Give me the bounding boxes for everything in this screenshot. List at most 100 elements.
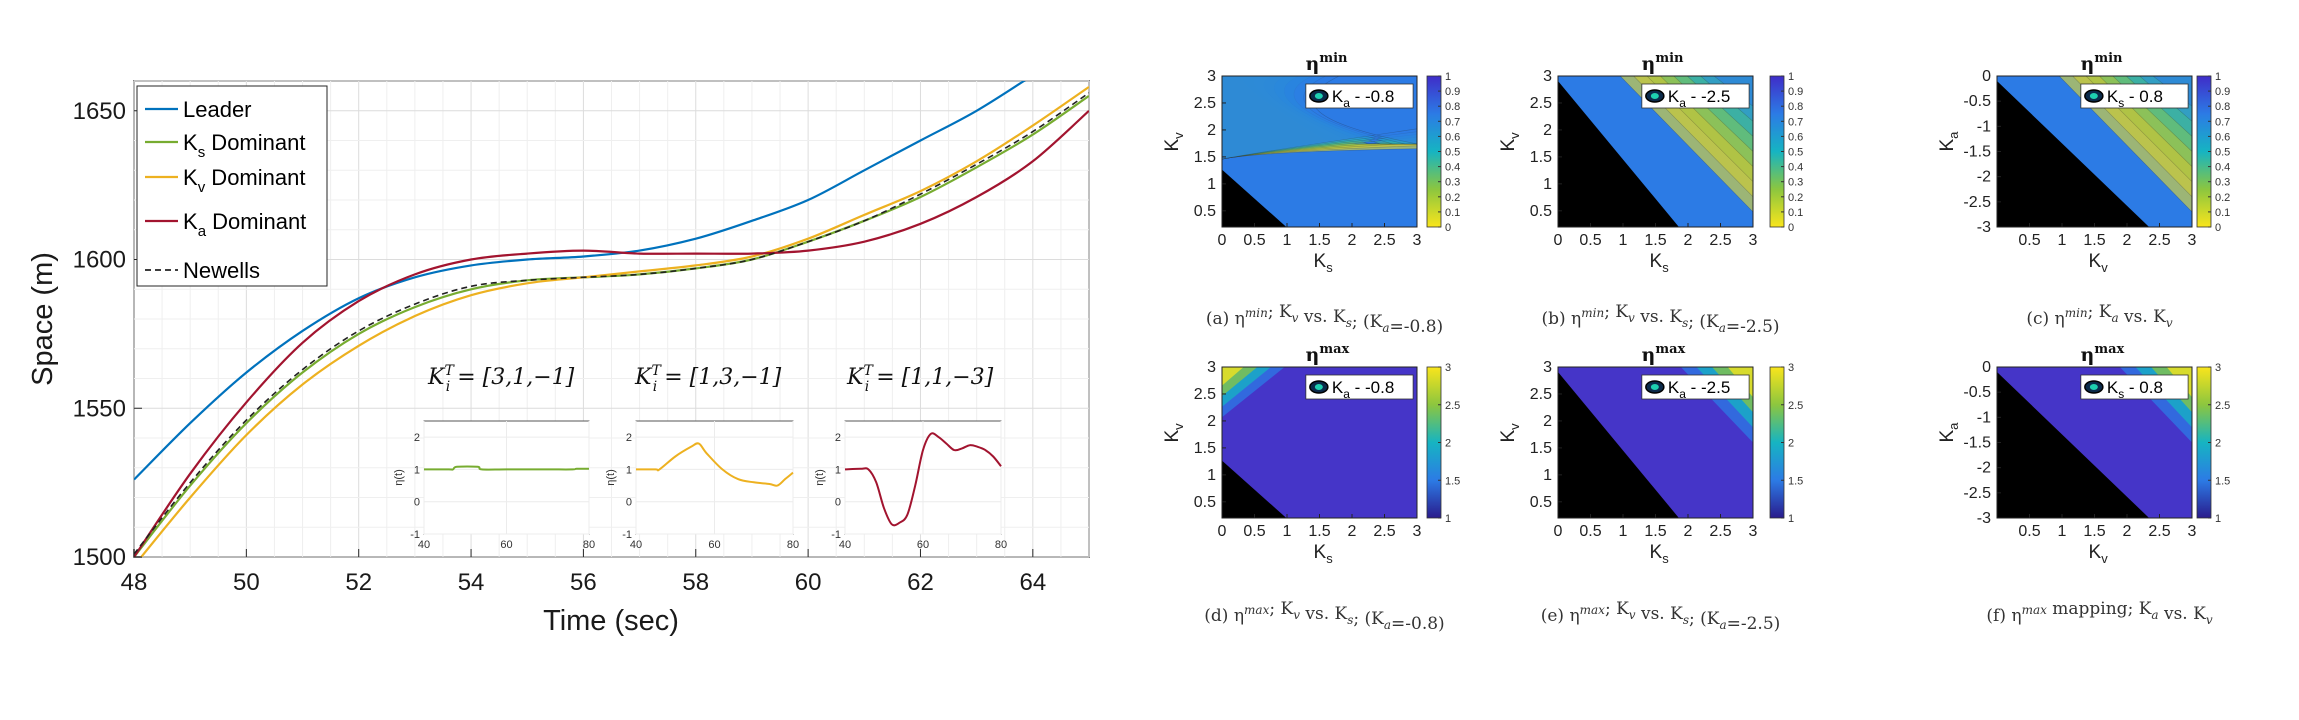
- contour-band: [1222, 367, 1244, 386]
- main-series-group: [134, 81, 1089, 557]
- colorbar-tick-label: 1: [1445, 513, 1451, 525]
- inset-y-tick-label: -1: [622, 529, 632, 541]
- inset-chart-3: 40 60 80 -1 0 1 2 η(t) KT i = [1,1,−3]: [814, 363, 1007, 551]
- heatmap-y-tick-label: 0.5: [1530, 494, 1552, 511]
- colorbar-tick-label: 0.9: [2215, 86, 2230, 98]
- heatmap-y-tick-label: 1.5: [1194, 440, 1216, 457]
- colorbar-tick-label: 0.6: [1445, 131, 1460, 143]
- heatmap-y-tick-label: -2.5: [1963, 194, 1991, 211]
- inset-x-tick-label: 80: [787, 539, 799, 551]
- heatmap-x-tick-label: 3: [1749, 523, 1758, 540]
- infeasible-region: [1222, 169, 1287, 227]
- colorbar-tick-label: 0.3: [2215, 177, 2230, 189]
- inset-y-tick-label: 0: [626, 497, 632, 509]
- annotation-text: Ka - -2.5: [1668, 87, 1730, 110]
- inset-series-line: [424, 465, 590, 471]
- heatmap-x-tick-label: 2: [2123, 232, 2132, 249]
- x-tick-label: 56: [570, 569, 597, 596]
- legend-entry-newells: Newells: [145, 258, 260, 283]
- colorbar-tick-label: 0.5: [1445, 147, 1460, 159]
- heatmap-y-tick-label: -2.5: [1963, 485, 1991, 502]
- x-tick-label: 58: [682, 569, 709, 596]
- heatmap-annotation: Ks - 0.8: [2080, 83, 2189, 110]
- colorbar-tick-label: 2.5: [1445, 400, 1460, 412]
- heatmap-y-tick-label: 0: [1982, 359, 1991, 376]
- heatmap-x-tick-label: 1: [1619, 232, 1628, 249]
- heatmap-y-tick-label: -0.5: [1963, 384, 1991, 401]
- colorbar-tick-label: 2: [1788, 438, 1794, 450]
- annotation-text: Ka - -2.5: [1668, 378, 1730, 401]
- colorbar-tick-label: 2.5: [1788, 400, 1803, 412]
- x-tick-label: 60: [795, 569, 822, 596]
- heatmap-caption: (e) ηmax; Kv vs. Ks; (Ka=-2.5): [1541, 599, 1781, 634]
- heatmap-x-tick-label: 2.5: [2148, 232, 2170, 249]
- heatmap-x-tick-label: 1: [1619, 523, 1628, 540]
- colorbar-tick-label: 2.5: [2215, 400, 2230, 412]
- colorbar-tick-label: 0: [1445, 222, 1451, 234]
- annotation-box: [1641, 83, 1750, 109]
- heatmap-y-tick-label: 3: [1207, 68, 1216, 85]
- heatmap-y-axis-label: Ka: [1937, 422, 1961, 443]
- colorbar-tick-label: 0.4: [1788, 162, 1803, 174]
- annotation-marker-core: [1314, 384, 1323, 390]
- heatmap-title: ηmin: [2081, 51, 2124, 75]
- heatmap-x-tick-label: 0: [1554, 523, 1563, 540]
- heatmap-x-tick-label: 2.5: [1373, 232, 1395, 249]
- inset-y-tick-label: 2: [414, 432, 420, 444]
- colorbar-tick-label: 0.1: [1788, 207, 1803, 219]
- heatmap-x-tick-label: 2.5: [1709, 232, 1731, 249]
- annotation-text: Ks - 0.8: [2107, 378, 2163, 401]
- colorbar-tick-label: 0.5: [2215, 147, 2230, 159]
- heatmap-y-tick-label: 0.5: [1194, 203, 1216, 220]
- heatmap-y-tick-label: -1.5: [1963, 435, 1991, 452]
- x-tick-label: 48: [121, 569, 148, 596]
- heatmap-x-tick-label: 0.5: [2018, 523, 2040, 540]
- heatmap-x-tick-label: 3: [2188, 523, 2197, 540]
- annotation-text: Ks - 0.8: [2107, 87, 2163, 110]
- heatmap-annotation: Ka - -0.8: [1305, 374, 1414, 401]
- heatmap-y-tick-label: -0.5: [1963, 93, 1991, 110]
- heatmap-x-tick-label: 0.5: [1243, 523, 1265, 540]
- heatmap-annotation: Ka - -2.5: [1641, 83, 1750, 110]
- colorbar-tick-label: 0.9: [1445, 86, 1460, 98]
- colorbar-tick-label: 0.4: [1445, 162, 1460, 174]
- inset-y-tick-label: -1: [831, 529, 841, 541]
- inset-y-tick-label: 0: [835, 497, 841, 509]
- heatmap-x-tick-label: 3: [1749, 232, 1758, 249]
- heatmap-x-tick-label: 2: [1348, 523, 1357, 540]
- heatmap-y-tick-label: -2: [1977, 460, 1991, 477]
- colorbar-tick-label: 0.7: [1788, 116, 1803, 128]
- heatmap-x-tick-label: 2: [1684, 232, 1693, 249]
- heatmap-y-tick-label: 3: [1207, 359, 1216, 376]
- x-tick-label: 62: [907, 569, 934, 596]
- heatmap-x-axis-label: Ks: [1314, 542, 1334, 566]
- heatmap-x-axis-label: Kv: [2089, 542, 2109, 566]
- annotation-marker-core: [2089, 384, 2098, 390]
- heatmap-caption: (a) ηmin; Kv vs. Ks; (Ka=-0.8): [1206, 302, 1443, 337]
- colorbar-tick-label: 0.8: [2215, 101, 2230, 113]
- x-tick-label: 54: [458, 569, 485, 596]
- heatmap-y-tick-label: 1.5: [1194, 149, 1216, 166]
- inset-x-tick-label: 60: [917, 539, 929, 551]
- colorbar-tick-label: 0.5: [1788, 147, 1803, 159]
- heatmap-x-tick-label: 2.5: [1373, 523, 1395, 540]
- inset-y-tick-label: 2: [626, 432, 632, 444]
- colorbar-tick-label: 1: [1788, 71, 1794, 83]
- inset-series-line: [636, 442, 794, 487]
- heatmap-y-tick-label: 2.5: [1530, 386, 1552, 403]
- inset-x-tick-label: 80: [583, 539, 595, 551]
- heatmap-x-tick-label: 1.5: [1644, 523, 1666, 540]
- colorbar-tick-label: 0: [1788, 222, 1794, 234]
- colorbar-tick-label: 1: [1788, 513, 1794, 525]
- annotation-text: Ka - -0.8: [1332, 378, 1394, 401]
- heatmap-y-tick-label: 0: [1982, 68, 1991, 85]
- heatmap-title: ηmin: [1306, 51, 1349, 75]
- heatmap-x-tick-label: 0: [1218, 523, 1227, 540]
- inset-x-tick-label: 60: [500, 539, 512, 551]
- heatmap-x-axis-label: Ks: [1650, 542, 1670, 566]
- colorbar-tick-label: 0.9: [1788, 86, 1803, 98]
- heatmap-x-tick-label: 1.5: [1308, 232, 1330, 249]
- main-legend: Leader Ks Dominant Kv Dominant Ka Domina…: [136, 85, 328, 287]
